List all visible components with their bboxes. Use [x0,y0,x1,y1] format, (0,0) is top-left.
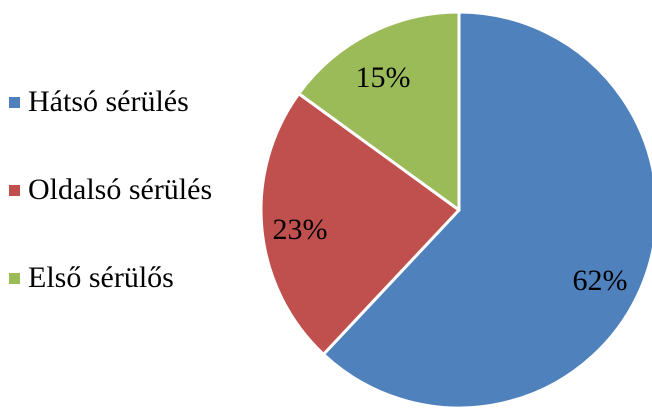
legend-label-hatso: Hátsó sérülés [28,85,189,118]
legend-swatch-hatso [9,96,20,108]
legend-item-oldalso: Oldalsó sérülés [9,170,212,210]
pie-label-oldalso: 23% [273,213,328,246]
legend-label-oldalso: Oldalsó sérülés [28,173,213,206]
pie-label-hatso: 62% [573,264,628,297]
legend-item-hatso: Hátsó sérülés [9,82,189,122]
legend-label-elso: Első sérülős [28,261,174,294]
legend-swatch-elso [9,272,20,284]
legend-item-elso: Első sérülős [9,258,174,298]
legend-swatch-oldalso [9,184,20,196]
chart-legend: Hátsó sérülés Oldalsó sérülés Első sérül… [9,82,249,302]
pie-slice-elso [297,10,461,212]
pie-label-elso: 15% [356,61,411,94]
pie-slices [259,10,652,408]
pie-slice-oldalso [259,92,461,356]
pie-data-labels: 62% 23% 15% [273,61,628,297]
pie-slice-hatso [321,10,652,408]
